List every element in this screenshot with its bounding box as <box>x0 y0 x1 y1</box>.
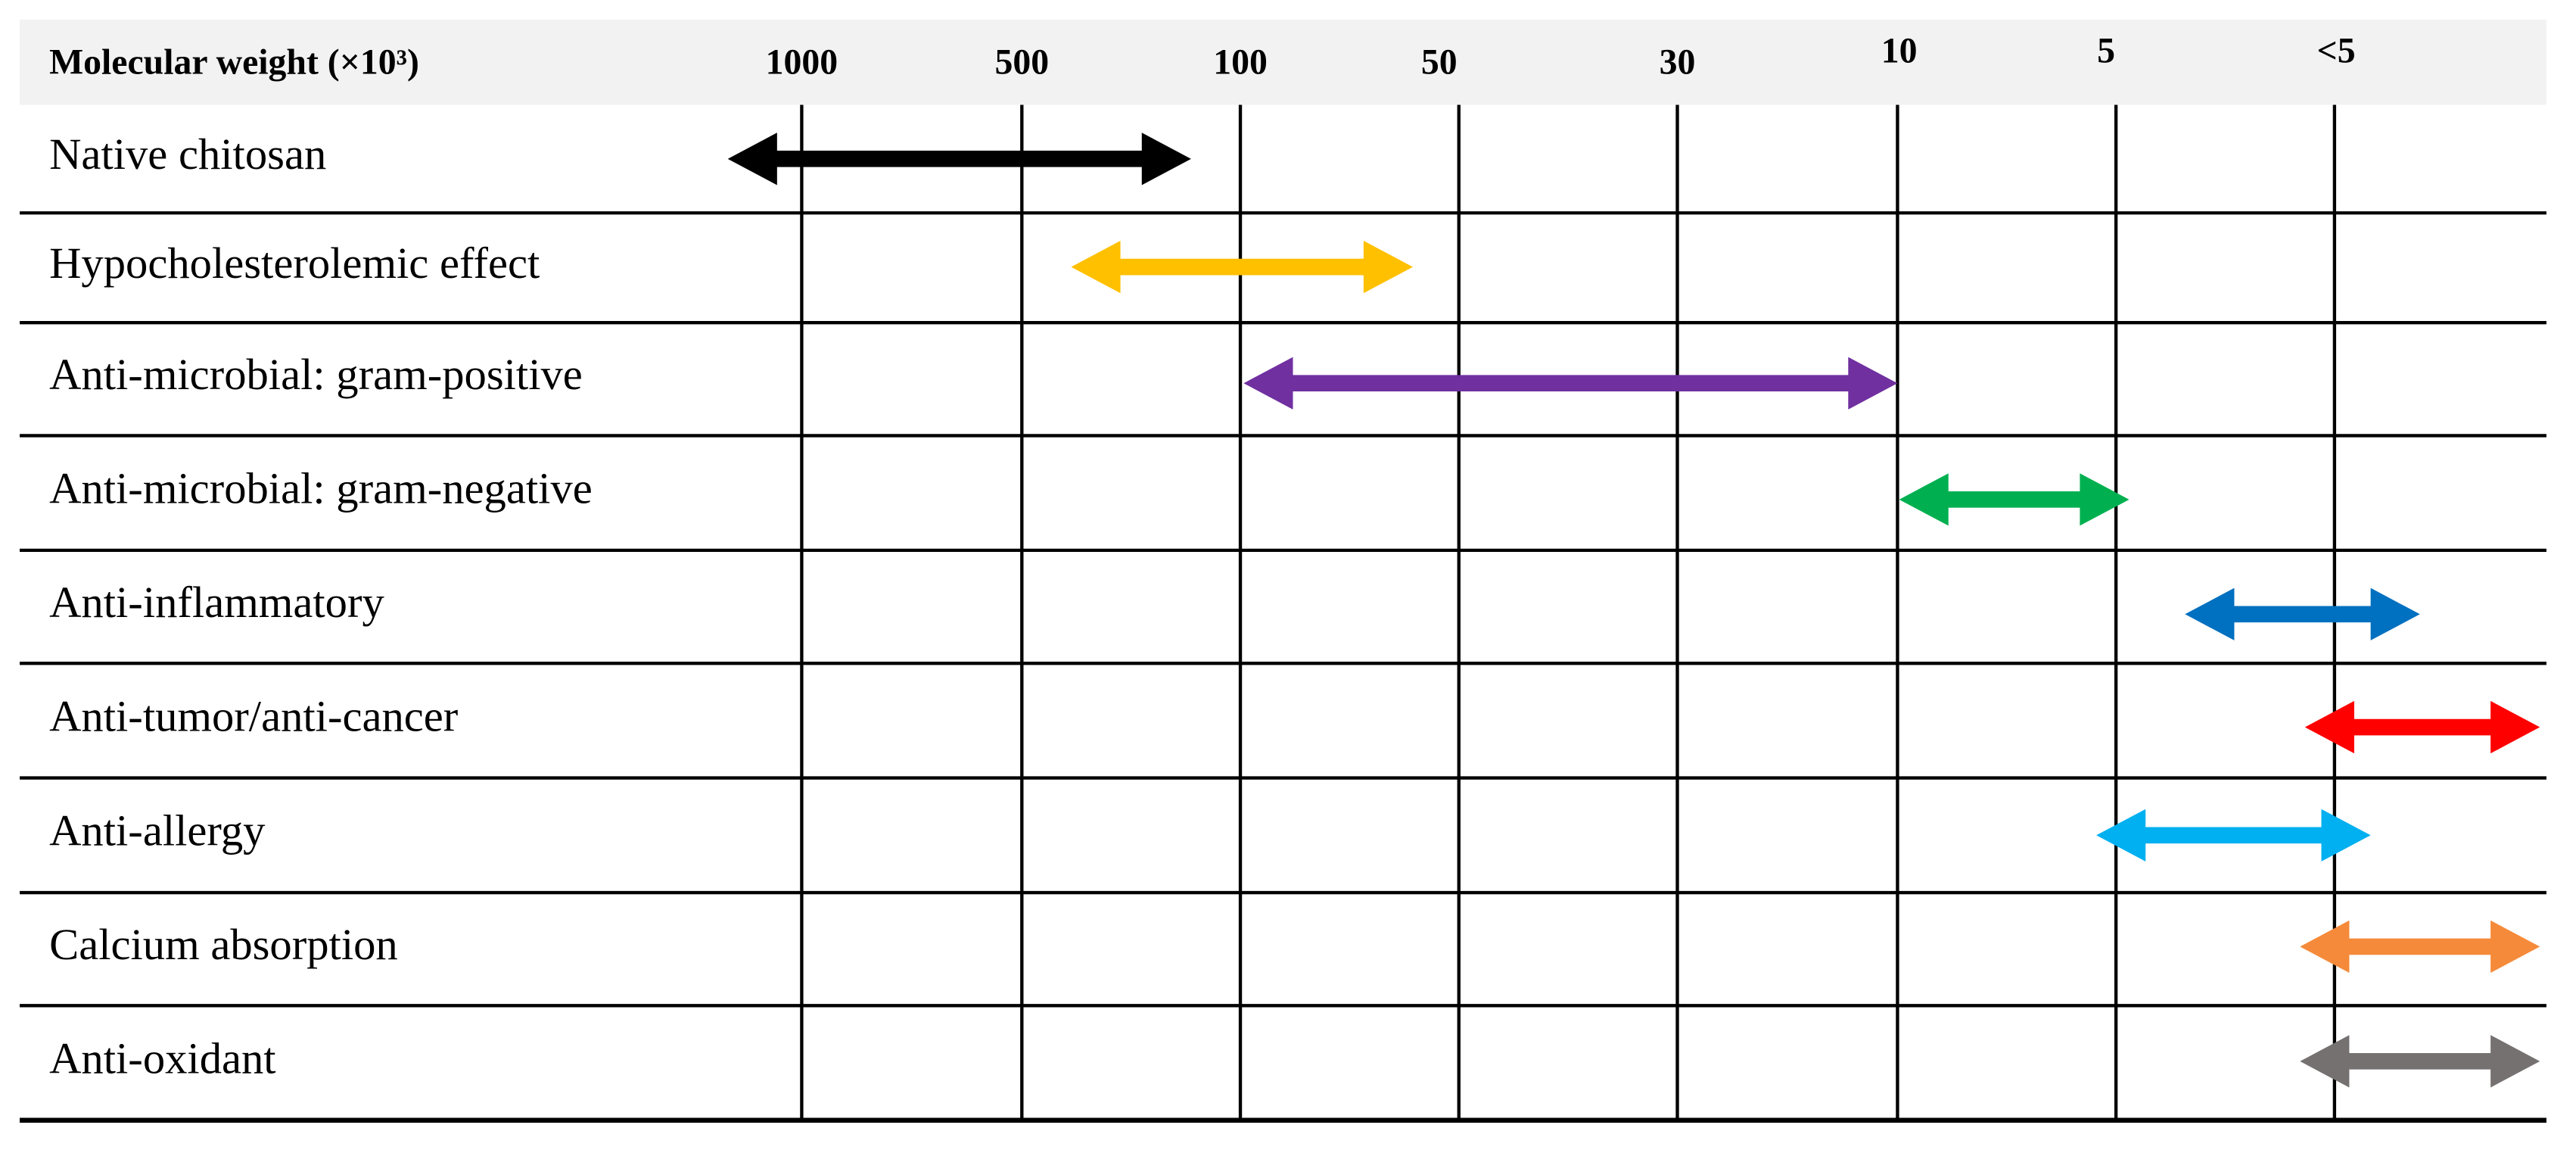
range-arrow <box>2300 920 2540 974</box>
row-label: Hypocholesterolemic effect <box>49 238 540 288</box>
column-label: 5 <box>2097 31 2115 70</box>
row-label: Anti-tumor/anti-cancer <box>49 691 458 740</box>
range-arrow <box>1243 357 1898 410</box>
row-label: Native chitosan <box>49 129 326 179</box>
range-arrow <box>1899 473 2130 526</box>
column-label: 30 <box>1660 43 1696 83</box>
column-label: <5 <box>2317 31 2356 70</box>
range-arrow <box>2304 700 2540 754</box>
labels: 1000 500 100 50 30 10 5 <5 Native chitosan Hypoch… <box>49 31 2355 1083</box>
row-label: Calcium absorption <box>49 920 398 969</box>
column-label: 10 <box>1881 31 1918 70</box>
column-label: 50 <box>1421 43 1458 83</box>
range-arrow <box>2300 1035 2540 1088</box>
column-label: 1000 <box>766 43 838 83</box>
range-arrow <box>1071 241 1413 294</box>
header-title: Molecular weight (×10³) <box>49 43 419 83</box>
header-band <box>20 19 2546 105</box>
column-label: 100 <box>1213 43 1268 83</box>
range-arrow <box>2096 809 2371 862</box>
column-label: 500 <box>995 43 1050 83</box>
row-label: Anti-microbial: gram-negative <box>49 464 593 513</box>
row-label: Anti-oxidant <box>49 1034 275 1083</box>
row-label: Anti-allergy <box>49 806 266 855</box>
arrows <box>727 132 2540 1088</box>
row-label: Anti-inflammatory <box>49 578 384 627</box>
range-arrow <box>2185 587 2420 640</box>
range-arrow <box>727 132 1191 185</box>
row-label: Anti-microbial: gram-positive <box>49 350 583 399</box>
